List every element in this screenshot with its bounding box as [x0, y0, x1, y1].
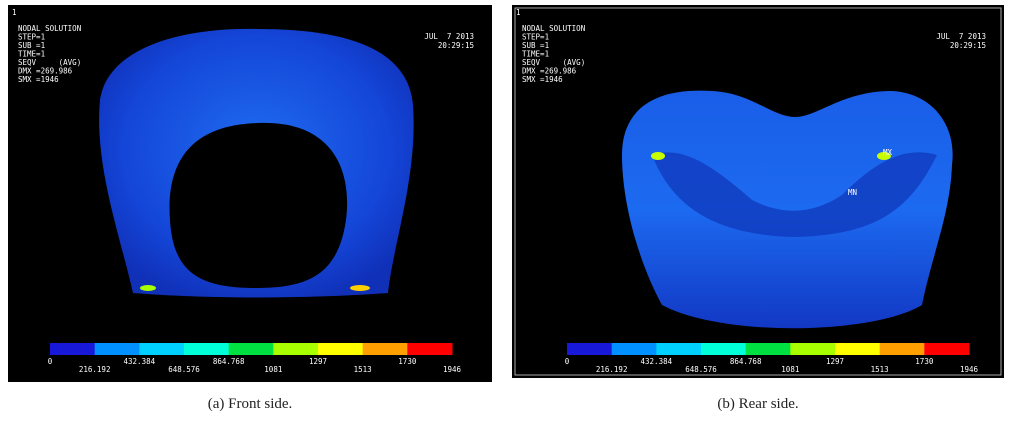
- window-number: 1: [12, 8, 17, 17]
- colorbar-segment: [835, 343, 881, 355]
- date: JUL 7 2013: [936, 32, 986, 41]
- caption: (b) Rear side.: [717, 396, 798, 412]
- legend-label: 0: [565, 357, 570, 366]
- header-line: SUB =1: [522, 41, 549, 50]
- header-line: DMX =269.986: [18, 67, 73, 76]
- legend-label: 216.192: [596, 365, 628, 374]
- model-rear: [622, 90, 953, 329]
- caption: (a) Front side.: [208, 396, 293, 412]
- legend-label: 648.576: [168, 365, 200, 374]
- hot-spot: [651, 152, 665, 160]
- header-line: NODAL SOLUTION: [18, 24, 81, 33]
- legend-label: 1730: [398, 357, 417, 366]
- colorbar-segment: [745, 343, 791, 355]
- marker-label: MX: [883, 148, 893, 157]
- colorbar-segment: [656, 343, 702, 355]
- legend-label: 1730: [915, 357, 934, 366]
- colorbar-segment: [567, 343, 613, 355]
- legend-label: 864.768: [730, 357, 762, 366]
- colorbar-segment: [184, 343, 230, 355]
- colorbar-segment: [318, 343, 364, 355]
- colorbar-segment: [273, 343, 319, 355]
- legend-label: 1081: [264, 365, 282, 374]
- date: JUL 7 2013: [424, 32, 474, 41]
- colorbar-segment: [611, 343, 657, 355]
- legend-label: 432.384: [641, 357, 673, 366]
- legend-label: 1297: [309, 357, 327, 366]
- hot-spot: [350, 285, 370, 291]
- colorbar-segment: [701, 343, 747, 355]
- legend-label: 1513: [871, 365, 889, 374]
- legend-label: 1081: [781, 365, 799, 374]
- legend-label: 432.384: [124, 357, 156, 366]
- colorbar-segment: [139, 343, 185, 355]
- hot-spot: [140, 285, 156, 291]
- header-line: TIME=1: [18, 50, 45, 59]
- time: 20:29:15: [438, 41, 474, 50]
- header-line: DMX =269.986: [522, 67, 577, 76]
- legend-label: 1946: [960, 365, 979, 374]
- header-line: SMX =1946: [18, 75, 59, 84]
- colorbar-segment: [407, 343, 453, 355]
- header-line: SEQV (AVG): [522, 58, 585, 67]
- header-line: SEQV (AVG): [18, 58, 81, 67]
- colorbar-segment: [94, 343, 140, 355]
- header-line: SMX =1946: [522, 75, 563, 84]
- colorbar-segment: [790, 343, 836, 355]
- window-number: 1: [516, 8, 521, 17]
- model-front: [99, 28, 414, 298]
- hot-spot: [877, 152, 891, 160]
- legend-label: 216.192: [79, 365, 111, 374]
- header-line: NODAL SOLUTION: [522, 24, 585, 33]
- legend-label: 1297: [826, 357, 844, 366]
- viewport-border: [514, 7, 1002, 376]
- header-line: STEP=1: [522, 33, 549, 42]
- colorbar-segment: [228, 343, 274, 355]
- colorbar-segment: [879, 343, 925, 355]
- colorbar-segment: [50, 343, 96, 355]
- inner-fold: [652, 152, 937, 237]
- legend-label: 864.768: [213, 357, 245, 366]
- header-line: SUB =1: [18, 41, 45, 50]
- header-line: STEP=1: [18, 33, 45, 42]
- legend-label: 648.576: [685, 365, 717, 374]
- marker-label: MN: [848, 188, 857, 197]
- time: 20:29:15: [950, 41, 986, 50]
- legend-label: 1946: [443, 365, 462, 374]
- legend-label: 1513: [354, 365, 372, 374]
- colorbar-segment: [362, 343, 408, 355]
- header-line: TIME=1: [522, 50, 549, 59]
- colorbar-segment: [924, 343, 970, 355]
- legend-label: 0: [48, 357, 53, 366]
